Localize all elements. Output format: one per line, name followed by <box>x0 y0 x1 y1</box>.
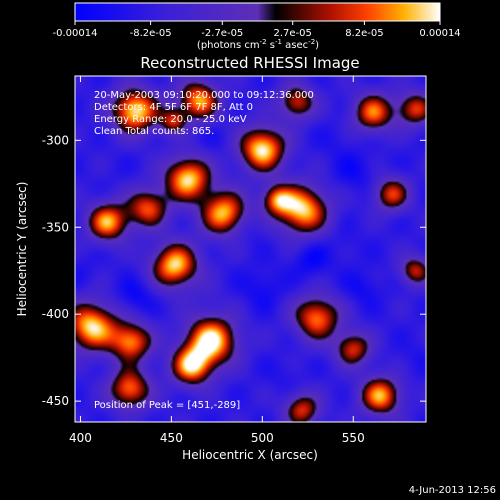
colorbar-tick-label: 8.2e-05 <box>345 28 383 39</box>
colorbar-tick-label: 2.7e-05 <box>274 28 312 39</box>
y-tick-label: -350 <box>42 220 69 234</box>
y-tick-label: -300 <box>42 133 69 147</box>
plot-area: 400 450 500 550 -300 -350 -400 -450 <box>42 75 427 445</box>
info-annotations: 20-May-2003 09:10:20.000 to 09:12:36.000… <box>94 90 314 411</box>
y-tick-label: -400 <box>42 307 69 321</box>
colorbar-tick-label: -0.00014 <box>53 28 98 39</box>
colorbar-ticks <box>74 21 441 25</box>
x-tick-label: 400 <box>69 431 92 445</box>
x-tick-label: 500 <box>251 431 274 445</box>
colorbar-tick-labels: -0.00014 -8.2e-05 -2.7e-05 2.7e-05 8.2e-05 0.… <box>53 28 461 39</box>
chart-title: Reconstructed RHESSI Image <box>140 54 359 72</box>
colorbar-bar <box>74 2 441 22</box>
colorbar-tick-label: 0.00014 <box>419 28 460 39</box>
colorbar: -0.00014 -8.2e-05 -2.7e-05 2.7e-05 8.2e-05 0.… <box>53 2 461 51</box>
info-line-energy: Energy Range: 20.0 - 25.0 keV <box>94 114 247 125</box>
plot-frame <box>74 75 427 423</box>
info-line-counts: Clean Total counts: 865. <box>94 126 214 137</box>
colorbar-tick-label: -2.7e-05 <box>201 28 243 39</box>
x-axis-label: Heliocentric X (arcsec) <box>182 448 318 462</box>
colorbar-tick-label: -8.2e-05 <box>130 28 172 39</box>
x-axis-ticks: 400 450 500 550 <box>69 76 365 445</box>
y-tick-label: -450 <box>42 394 69 408</box>
x-tick-label: 550 <box>342 431 365 445</box>
colorbar-units-label: (photons cm-2 s-1 asec-2) <box>197 38 319 51</box>
footer-date: 4-Jun-2013 12:56 <box>409 485 496 496</box>
y-axis-label: Heliocentric Y (arcsec) <box>15 182 29 317</box>
info-line-date: 20-May-2003 09:10:20.000 to 09:12:36.000 <box>94 90 314 101</box>
peak-position-label: Position of Peak = [451,-289] <box>94 400 240 411</box>
heatmap-image <box>75 76 426 422</box>
x-tick-label: 450 <box>160 431 183 445</box>
info-line-detectors: Detectors: 4F 5F 6F 7F 8F, Att 0 <box>94 102 253 113</box>
y-axis-ticks: -300 -350 -400 -450 <box>42 133 426 408</box>
